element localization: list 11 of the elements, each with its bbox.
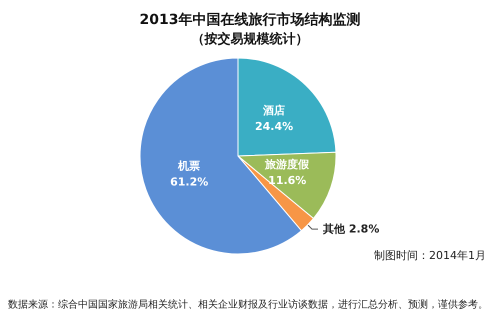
slice-label: 其他 2.8% bbox=[322, 222, 380, 236]
source-note: 数据来源：综合中国国家旅游局相关统计、相关企业财报及行业访谈数据，进行汇总分析、预测，谨供参考。 bbox=[8, 298, 488, 310]
slice-label: 旅游度假 bbox=[264, 158, 310, 172]
data-label: 24.4% bbox=[254, 120, 294, 134]
chart-title: 2013年中国在线旅行市场结构监测 bbox=[140, 11, 360, 28]
chart-subtitle: （按交易规模统计） bbox=[192, 31, 308, 47]
slice-label: 酒店 bbox=[262, 104, 286, 118]
data-label: 61.2% bbox=[170, 175, 208, 188]
data-label: 11.6% bbox=[268, 174, 306, 188]
slice-label: 机票 bbox=[177, 159, 200, 172]
text: 制图时间：2014年1月 bbox=[374, 249, 486, 262]
